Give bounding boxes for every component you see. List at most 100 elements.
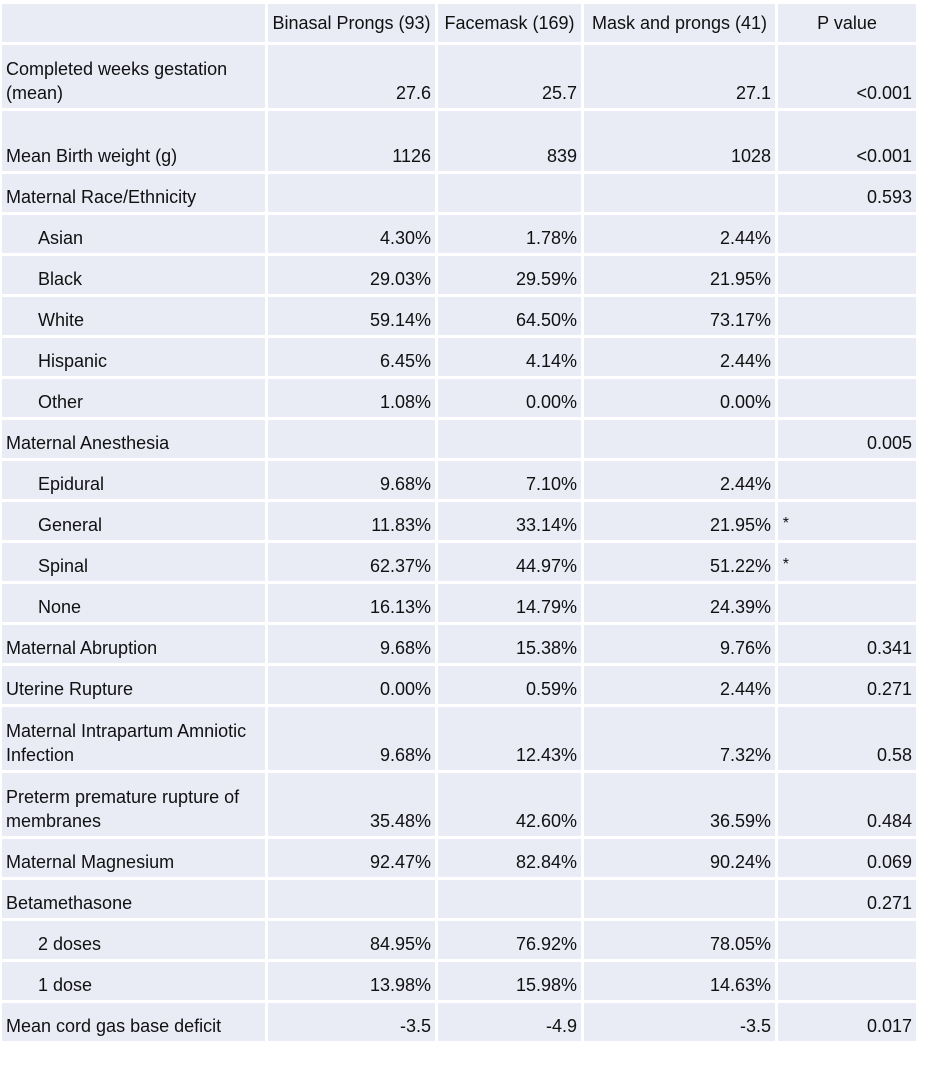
value-facemask: 42.60% xyxy=(438,773,584,839)
cell-text: 14.79% xyxy=(515,597,577,617)
value-facemask: 29.59% xyxy=(438,256,584,297)
cell-text: 0.069 xyxy=(866,852,912,872)
value-facemask xyxy=(438,174,584,215)
cell-text: 1126 xyxy=(392,146,431,166)
cell-text: 1.08% xyxy=(379,392,431,412)
table-body: Completed weeks gestation (mean) 27.6 25.7… xyxy=(2,45,916,1044)
cell-text: 0.593 xyxy=(866,187,912,207)
value-p-value xyxy=(778,543,916,584)
value-mask-and-prongs: 36.59% xyxy=(584,773,778,839)
value-binasal-prongs: 11.83% xyxy=(268,502,438,543)
cell-text: 9.76% xyxy=(719,638,771,658)
row-label: Epidural xyxy=(2,461,268,502)
value-p-value xyxy=(778,502,916,543)
value-binasal-prongs: 1.08% xyxy=(268,379,438,420)
value-binasal-prongs: 29.03% xyxy=(268,256,438,297)
cell-text: 27.6 xyxy=(395,83,431,103)
value-binasal-prongs xyxy=(268,174,438,215)
value-mask-and-prongs: 24.39% xyxy=(584,584,778,625)
cell-text: 1.78% xyxy=(525,228,577,248)
row-label: Hispanic xyxy=(2,338,268,379)
row-label: Asian xyxy=(2,215,268,256)
table-row: Mean cord gas base deficit -3.5 -4.9 -3.5 0.… xyxy=(2,1003,916,1044)
value-p-value: 0.017 xyxy=(778,1003,916,1044)
cell-text: 64.50% xyxy=(515,310,577,330)
cell-text: 0.00% xyxy=(525,392,577,412)
table-row: Uterine Rupture 0.00% 0.59% 2.44% 0.271 xyxy=(2,666,916,707)
value-facemask: 14.79% xyxy=(438,584,584,625)
cell-text: 0.59% xyxy=(525,679,577,699)
value-binasal-prongs xyxy=(268,420,438,461)
cell-text: 839 xyxy=(546,146,577,166)
table-row: Maternal Race/Ethnicity 0.593 xyxy=(2,174,916,215)
row-label: General xyxy=(2,502,268,543)
value-p-value xyxy=(778,256,916,297)
value-binasal-prongs: 9.68% xyxy=(268,625,438,666)
value-p-value: 0.271 xyxy=(778,666,916,707)
cell-text: <0.001 xyxy=(856,83,912,103)
cell-text: 51.22% xyxy=(709,556,771,576)
value-binasal-prongs: 6.45% xyxy=(268,338,438,379)
value-p-value xyxy=(778,921,916,962)
value-p-value: 0.005 xyxy=(778,420,916,461)
header-cell-blank xyxy=(2,4,268,45)
table-row: Maternal Magnesium 92.47% 82.84% 90.24% 0.06… xyxy=(2,839,916,880)
cell-text: 4.14% xyxy=(525,351,577,371)
value-mask-and-prongs: 1028 xyxy=(584,111,778,174)
value-p-value xyxy=(778,962,916,1003)
row-label: Betamethasone xyxy=(2,880,268,921)
value-facemask: 839 xyxy=(438,111,584,174)
cell-text: <0.001 xyxy=(856,146,912,166)
cell-text: 0.00% xyxy=(379,679,431,699)
value-mask-and-prongs: 90.24% xyxy=(584,839,778,880)
value-facemask: 64.50% xyxy=(438,297,584,338)
table-row: None 16.13% 14.79% 24.39% xyxy=(2,584,916,625)
cell-text: 21.95% xyxy=(709,515,771,535)
row-label: White xyxy=(2,297,268,338)
value-p-value: 0.341 xyxy=(778,625,916,666)
value-binasal-prongs: 1126 xyxy=(268,111,438,174)
header-cell-mask-and-prongs: Mask and prongs (41) xyxy=(584,4,778,45)
cell-text: 42.60% xyxy=(515,811,577,831)
header-cell-p-value: P value xyxy=(778,4,916,45)
cell-text: 9.68% xyxy=(379,474,431,494)
value-facemask: 4.14% xyxy=(438,338,584,379)
row-label: None xyxy=(2,584,268,625)
value-binasal-prongs: 92.47% xyxy=(268,839,438,880)
value-mask-and-prongs: -3.5 xyxy=(584,1003,778,1044)
value-p-value xyxy=(778,297,916,338)
value-binasal-prongs: 9.68% xyxy=(268,461,438,502)
value-binasal-prongs: 35.48% xyxy=(268,773,438,839)
value-facemask: 0.00% xyxy=(438,379,584,420)
cell-text: 12.43% xyxy=(515,745,577,765)
row-label: Maternal Anesthesia xyxy=(2,420,268,461)
value-p-value: <0.001 xyxy=(778,111,916,174)
cell-text: 15.98% xyxy=(515,975,577,995)
table-row: Mean Birth weight (g) 1126 839 1028 <0.001 xyxy=(2,111,916,174)
cell-text: 84.95% xyxy=(369,934,431,954)
cell-text: 82.84% xyxy=(515,852,577,872)
table-row: Maternal Abruption 9.68% 15.38% 9.76% 0.341 xyxy=(2,625,916,666)
table-row: Hispanic 6.45% 4.14% 2.44% xyxy=(2,338,916,379)
value-mask-and-prongs: 2.44% xyxy=(584,666,778,707)
value-mask-and-prongs: 78.05% xyxy=(584,921,778,962)
value-binasal-prongs: 0.00% xyxy=(268,666,438,707)
value-facemask: 33.14% xyxy=(438,502,584,543)
cell-text: 2.44% xyxy=(719,351,771,371)
row-label: Black xyxy=(2,256,268,297)
cell-text: 2.44% xyxy=(719,679,771,699)
cell-text: 0.271 xyxy=(866,893,912,913)
row-label: Mean cord gas base deficit xyxy=(2,1003,268,1044)
row-label: Completed weeks gestation (mean) xyxy=(2,45,268,111)
table-row: Spinal 62.37% 44.97% 51.22% * xyxy=(2,543,916,584)
value-mask-and-prongs: 2.44% xyxy=(584,461,778,502)
row-label: Maternal Race/Ethnicity xyxy=(2,174,268,215)
row-label: Spinal xyxy=(2,543,268,584)
value-facemask xyxy=(438,420,584,461)
cell-text: 0.58 xyxy=(876,745,912,765)
table-row: 1 dose 13.98% 15.98% 14.63% xyxy=(2,962,916,1003)
row-label: Maternal Abruption xyxy=(2,625,268,666)
value-p-value xyxy=(778,379,916,420)
cell-text: 78.05% xyxy=(709,934,771,954)
cell-text: 0.341 xyxy=(866,638,912,658)
